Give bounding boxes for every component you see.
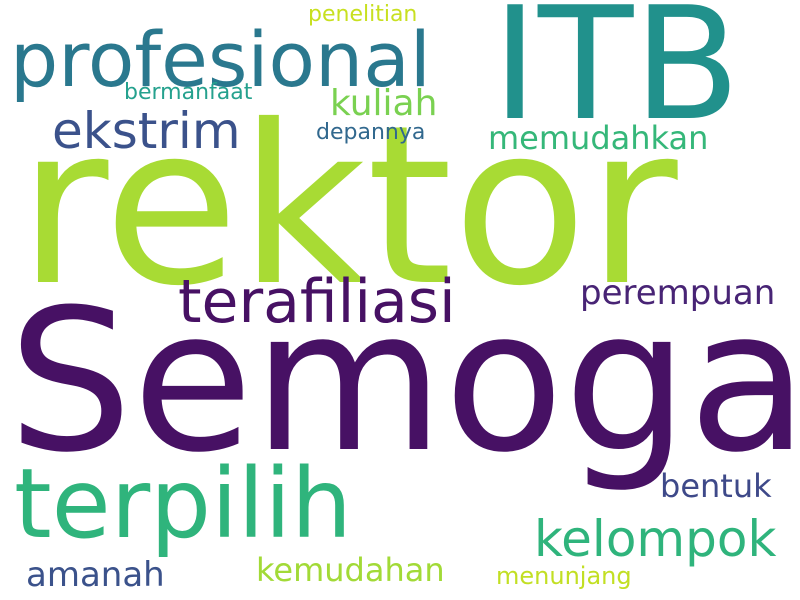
- word-memudahkan: memudahkan: [488, 119, 709, 157]
- word-ekstrim: ekstrim: [52, 102, 241, 160]
- word-depannya: depannya: [316, 120, 426, 145]
- word-perempuan: perempuan: [580, 273, 776, 313]
- word-kuliah: kuliah: [330, 83, 438, 124]
- word-terafiliasi: terafiliasi: [178, 267, 456, 337]
- word-penelitian: penelitian: [308, 2, 418, 27]
- word-kelompok: kelompok: [534, 510, 777, 568]
- word-semoga: Semoga: [8, 268, 800, 496]
- word-rektor: rektor: [18, 78, 678, 334]
- word-itb: ITB: [492, 0, 741, 155]
- word-bentuk: bentuk: [660, 467, 772, 505]
- word-bermanfaat: bermanfaat: [124, 80, 253, 105]
- word-terpilih: terpilih: [14, 448, 352, 560]
- word-profesional: profesional: [10, 15, 431, 104]
- word-amanah: amanah: [26, 555, 165, 595]
- word-menunjang: menunjang: [496, 562, 632, 590]
- word-kemudahan: kemudahan: [256, 551, 445, 589]
